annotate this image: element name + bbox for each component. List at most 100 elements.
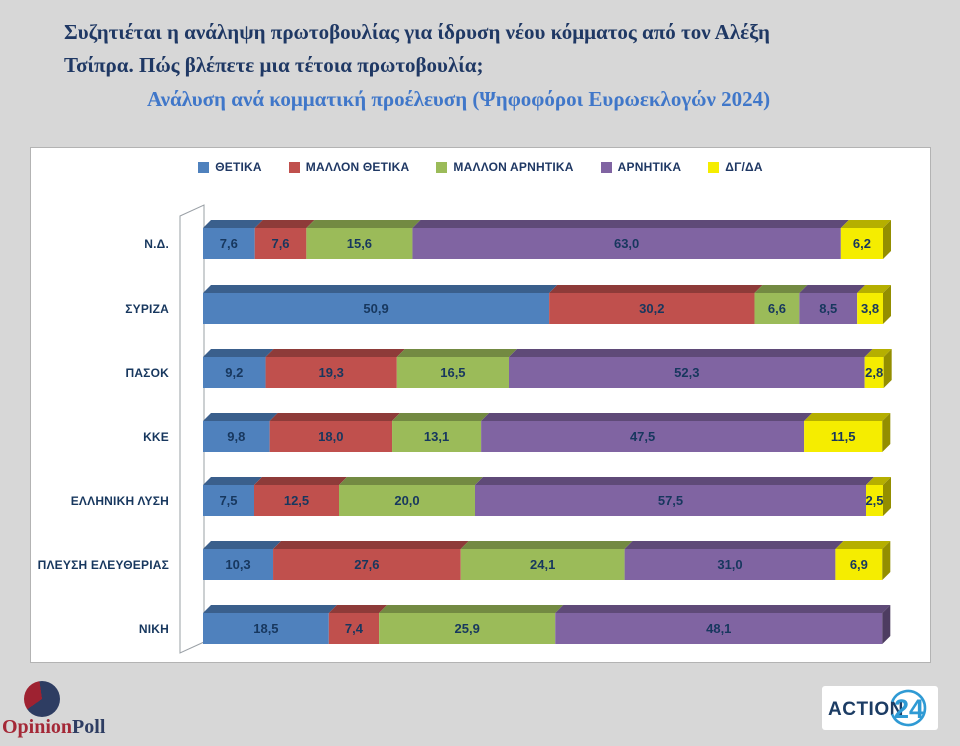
bar-value-label: 6,9 <box>850 557 868 572</box>
bar-segment <box>835 549 883 580</box>
bar-segment <box>857 293 883 324</box>
bar-value-label: 7,6 <box>271 236 289 251</box>
bar-segment <box>509 357 865 388</box>
chart-title-line-1: Συζητιέται η ανάληψη πρωτοβουλίας για ίδ… <box>64 20 770 44</box>
action24-word: ACTION <box>828 699 904 720</box>
bar-segment-top <box>339 477 483 485</box>
bar-segment <box>203 549 274 580</box>
bar-value-label: 63,0 <box>614 236 639 251</box>
action24-circle-arc <box>891 689 927 727</box>
bar-segment-top <box>555 605 891 613</box>
bar-segment <box>549 293 755 324</box>
bar-segment <box>203 421 270 452</box>
bar-segment <box>254 228 307 259</box>
bar-value-label: 57,5 <box>658 493 683 508</box>
opinionpoll-word-opinion: Opinion <box>2 716 73 738</box>
bar-value-label: 19,3 <box>319 365 344 380</box>
bar-value-label: 7,4 <box>345 621 364 636</box>
bar-segment <box>203 228 255 259</box>
bar-segment-top <box>203 413 278 421</box>
bar-segment-side <box>882 541 891 580</box>
bar-value-label: 2,5 <box>865 493 883 508</box>
legend-label-0: ΘΕΤΙΚΑ <box>215 160 262 174</box>
bar-segment <box>203 485 254 516</box>
bar-segment-top <box>840 220 891 228</box>
bar-segment-side <box>882 413 891 452</box>
category-label: ΠΑΣΟΚ <box>125 366 169 380</box>
bar-segment-top <box>269 413 401 421</box>
bar-segment-top <box>306 220 421 228</box>
bar-value-label: 11,5 <box>831 429 856 444</box>
bar-segment <box>864 357 884 388</box>
bar-segment <box>339 485 475 516</box>
bar-segment-top <box>509 349 873 357</box>
bar-value-label: 24,1 <box>530 557 555 572</box>
chart-wall <box>179 204 205 654</box>
legend-label-4: ΔΓ/ΔΑ <box>725 160 763 174</box>
bar-segment-top <box>866 477 891 485</box>
bar-segment-top <box>799 285 866 293</box>
category-label: ΕΛΛΗΝΙΚΗ ΛΥΣΗ <box>71 494 169 508</box>
opinionpoll-pie-icon <box>24 681 60 717</box>
bar-value-label: 25,9 <box>455 621 480 636</box>
bar-segment <box>379 613 556 644</box>
bar-segment-top <box>392 413 490 421</box>
bar-segment-top <box>328 605 388 613</box>
bar-value-label: 12,5 <box>284 493 309 508</box>
bar-value-label: 7,6 <box>220 236 238 251</box>
bar-segment <box>624 549 836 580</box>
opinionpoll-word-poll: Poll <box>72 716 106 738</box>
bar-value-label: 2,8 <box>865 365 883 380</box>
bar-segment <box>481 421 805 452</box>
bar-segment <box>804 421 883 452</box>
bar-segment <box>475 485 866 516</box>
bar-segment <box>412 228 841 259</box>
bar-segment <box>328 613 380 644</box>
bar-segment <box>840 228 883 259</box>
bar-segment-top <box>254 477 347 485</box>
legend-label-1: ΜΑΛΛΟΝ ΘΕΤΙΚΑ <box>305 160 410 174</box>
bar-segment <box>254 485 339 516</box>
bar-segment <box>396 357 509 388</box>
legend-item-1: ΜΑΛΛΟΝ ΘΕΤΙΚΑ <box>288 160 410 174</box>
action24-logo: ACTION 24 <box>822 686 938 730</box>
action24-number: 24 <box>894 694 924 724</box>
bar-value-label: 9,2 <box>225 365 243 380</box>
bar-segment-top <box>254 220 315 228</box>
bar-segment-side <box>883 220 891 259</box>
chart-title-line-2: Τσίπρα. Πώς βλέπετε μια τέτοια πρωτοβουλ… <box>64 53 484 77</box>
bar-value-label: 9,8 <box>227 429 245 444</box>
bar-segment <box>306 228 413 259</box>
bar-segment-top <box>203 605 337 613</box>
bar-value-label: 30,2 <box>639 301 664 316</box>
bar-segment-top <box>265 349 405 357</box>
bar-value-label: 13,1 <box>424 429 449 444</box>
legend-item-4: ΔΓ/ΔΑ <box>708 160 763 174</box>
bar-value-label: 18,0 <box>318 429 343 444</box>
bar-segment <box>203 357 266 388</box>
bar-segment-top <box>396 349 517 357</box>
bar-segment-top <box>857 285 891 293</box>
bar-segment-top <box>804 413 891 421</box>
bar-segment-side <box>882 605 891 644</box>
bar-value-label: 18,5 <box>253 621 278 636</box>
bar-segment-top <box>203 349 274 357</box>
bar-segment-top <box>203 477 262 485</box>
legend-marker-4 <box>708 161 720 173</box>
bar-value-label: 3,8 <box>861 301 879 316</box>
bar-segment-top <box>203 541 282 549</box>
bar-segment <box>392 421 482 452</box>
category-label: ΝΙΚΗ <box>139 622 169 636</box>
bar-segment-top <box>549 285 763 293</box>
category-label: ΠΛΕΥΣΗ ΕΛΕΥΘΕΡΙΑΣ <box>38 558 169 572</box>
bar-segment <box>203 293 550 324</box>
bar-segment-side <box>883 285 891 324</box>
bar-segment-top <box>481 413 813 421</box>
legend-item-0: ΘΕΤΙΚΑ <box>198 160 262 174</box>
action24-logo-graphic: ACTION 24 <box>828 689 927 727</box>
bar-segment <box>203 613 329 644</box>
bar-segment-top <box>460 541 633 549</box>
bar-segment-top <box>379 605 564 613</box>
category-label: Ν.Δ. <box>144 237 169 251</box>
bar-value-label: 10,3 <box>225 557 250 572</box>
